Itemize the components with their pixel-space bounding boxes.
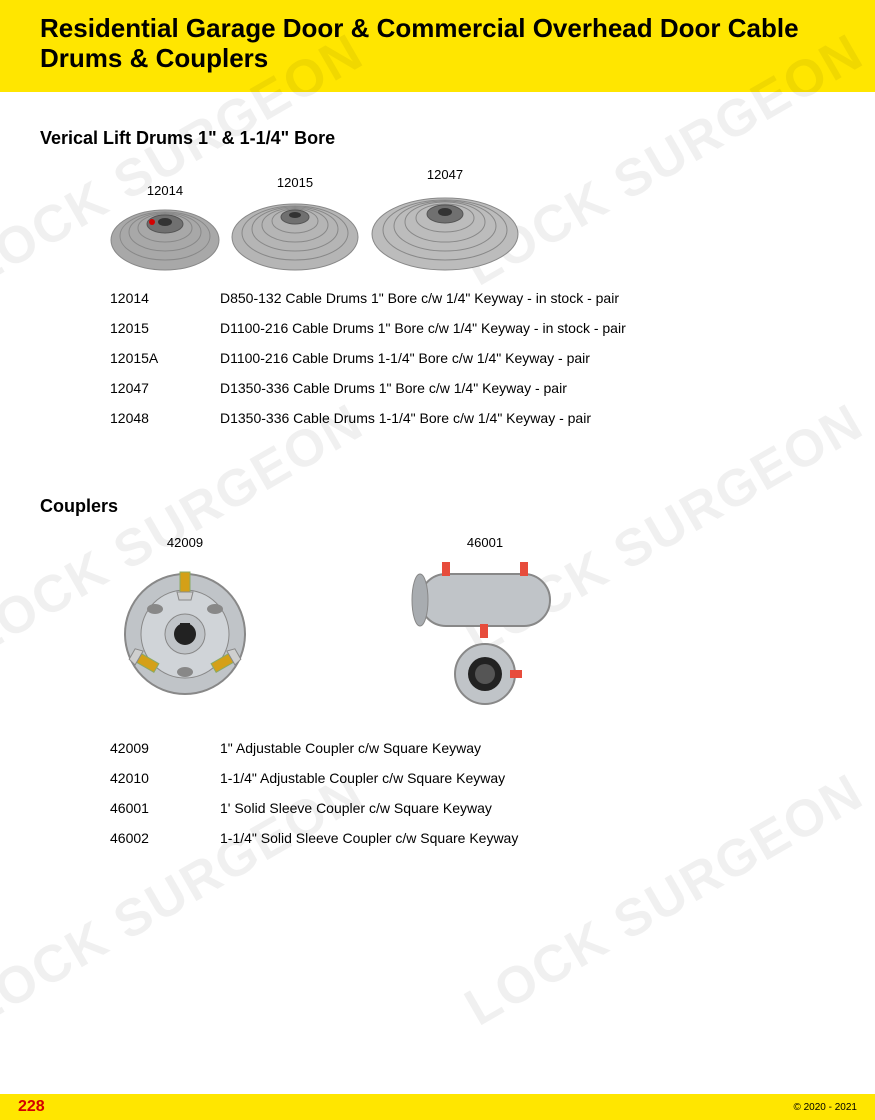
section2-title: Couplers [40, 496, 835, 517]
product-code: 46001 [110, 800, 220, 816]
page-number: 228 [18, 1098, 45, 1116]
product-desc: 1-1/4" Adjustable Coupler c/w Square Key… [220, 770, 835, 786]
product-desc: D1100-216 Cable Drums 1" Bore c/w 1/4" K… [220, 320, 835, 336]
product-desc: 1-1/4" Solid Sleeve Coupler c/w Square K… [220, 830, 835, 846]
page-title: Residential Garage Door & Commercial Ove… [40, 14, 835, 74]
coupler-images-row: 42009 [110, 535, 835, 714]
drum-image-12014: 12014 [110, 183, 220, 272]
table-row: 12015 D1100-216 Cable Drums 1" Bore c/w … [110, 320, 835, 336]
drum-icon [110, 202, 220, 272]
header-bar: Residential Garage Door & Commercial Ove… [0, 0, 875, 92]
section1-title: Verical Lift Drums 1" & 1-1/4" Bore [40, 128, 835, 149]
product-code: 12048 [110, 410, 220, 426]
copyright: © 2020 - 2021 [793, 1102, 857, 1113]
product-desc: D1100-216 Cable Drums 1-1/4" Bore c/w 1/… [220, 350, 835, 366]
product-desc: D1350-336 Cable Drums 1-1/4" Bore c/w 1/… [220, 410, 835, 426]
table-row: 46001 1' Solid Sleeve Coupler c/w Square… [110, 800, 835, 816]
table-row: 42009 1" Adjustable Coupler c/w Square K… [110, 740, 835, 756]
drum-icon [370, 186, 520, 272]
product-code: 12015A [110, 350, 220, 366]
drum-image-12047: 12047 [370, 167, 520, 272]
product-code: 42009 [110, 740, 220, 756]
product-code: 12015 [110, 320, 220, 336]
img-label: 12015 [277, 175, 313, 190]
product-desc: D1350-336 Cable Drums 1" Bore c/w 1/4" K… [220, 380, 835, 396]
table-row: 12048 D1350-336 Cable Drums 1-1/4" Bore … [110, 410, 835, 426]
drum-icon [230, 194, 360, 272]
coupler-image-42009: 42009 [110, 535, 260, 704]
product-code: 12047 [110, 380, 220, 396]
footer-bar: 228 © 2020 - 2021 [0, 1094, 875, 1120]
couplers-table: 42009 1" Adjustable Coupler c/w Square K… [110, 740, 835, 846]
drums-table: 12014 D850-132 Cable Drums 1" Bore c/w 1… [110, 290, 835, 426]
product-desc: 1" Adjustable Coupler c/w Square Keyway [220, 740, 835, 756]
product-code: 46002 [110, 830, 220, 846]
table-row: 42010 1-1/4" Adjustable Coupler c/w Squa… [110, 770, 835, 786]
product-desc: 1' Solid Sleeve Coupler c/w Square Keywa… [220, 800, 835, 816]
table-row: 46002 1-1/4" Solid Sleeve Coupler c/w Sq… [110, 830, 835, 846]
product-code: 42010 [110, 770, 220, 786]
flange-coupler-icon [110, 554, 260, 704]
img-label: 46001 [467, 535, 503, 550]
img-label: 42009 [167, 535, 203, 550]
table-row: 12015A D1100-216 Cable Drums 1-1/4" Bore… [110, 350, 835, 366]
drum-images-row: 12014 12015 12 [110, 167, 835, 272]
img-label: 12047 [427, 167, 463, 182]
product-desc: D850-132 Cable Drums 1" Bore c/w 1/4" Ke… [220, 290, 835, 306]
table-row: 12014 D850-132 Cable Drums 1" Bore c/w 1… [110, 290, 835, 306]
img-label: 12014 [147, 183, 183, 198]
product-code: 12014 [110, 290, 220, 306]
sleeve-coupler-icon [400, 554, 570, 714]
coupler-image-46001: 46001 [400, 535, 570, 714]
table-row: 12047 D1350-336 Cable Drums 1" Bore c/w … [110, 380, 835, 396]
drum-image-12015: 12015 [230, 175, 360, 272]
